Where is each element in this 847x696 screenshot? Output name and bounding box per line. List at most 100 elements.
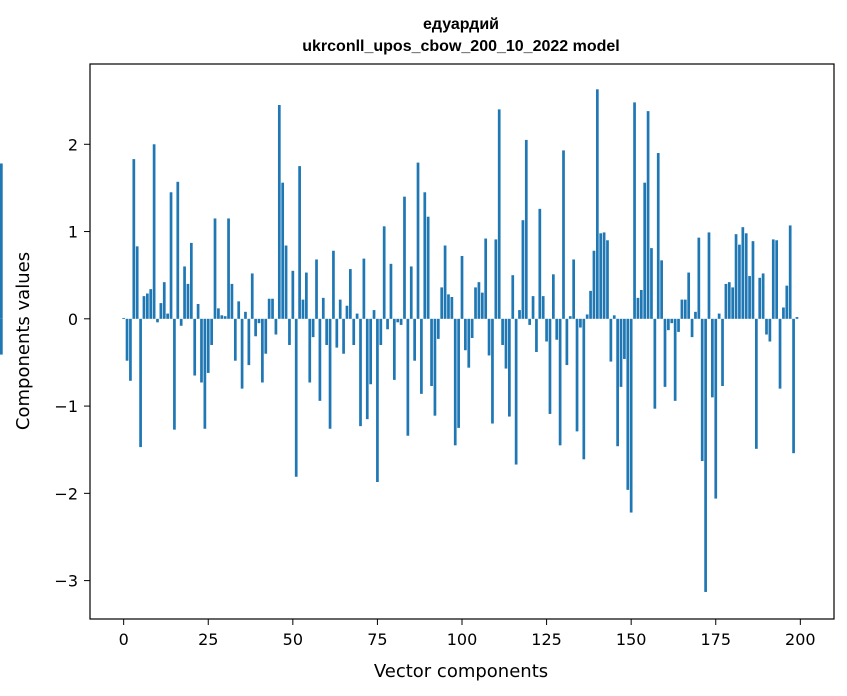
bar-182 (738, 244, 741, 319)
bar-87 (416, 162, 420, 319)
x-tick-label: 25 (198, 630, 218, 649)
bar-100 (460, 255, 464, 319)
bar-102 (467, 318, 471, 368)
bar-135 (579, 318, 582, 328)
bar-43 (267, 298, 271, 319)
y-tick-label: 1 (68, 223, 78, 242)
bar-7 (145, 293, 149, 319)
bar-94 (440, 287, 444, 319)
bar-148 (623, 318, 626, 359)
y-axis-label: Components values (13, 252, 34, 430)
bar-164 (677, 318, 680, 332)
y-tick-label: −2 (54, 484, 78, 503)
bar-58 (318, 318, 322, 401)
bar-143 (606, 240, 609, 319)
bar-3 (132, 159, 136, 319)
bar-190 (765, 318, 768, 335)
bar-53 (301, 299, 305, 319)
bar-22 (196, 303, 200, 319)
bar-66 (345, 305, 349, 319)
bar-187 (755, 318, 758, 449)
bar-178 (724, 283, 728, 319)
bars-group (0, 89, 799, 592)
bar-8 (149, 289, 153, 319)
bar-86 (413, 318, 416, 361)
bar-169 (694, 311, 697, 319)
x-axis-label: Vector components (374, 661, 548, 682)
x-tick-label: 50 (283, 630, 303, 649)
bar-185 (748, 276, 751, 319)
bar-120 (528, 318, 532, 325)
bar-39 (254, 318, 257, 337)
bar-173 (707, 232, 711, 319)
bar-81 (396, 318, 400, 323)
bar-138 (589, 290, 592, 319)
x-tick-label: 0 (119, 630, 129, 649)
chart-title: едуардий (423, 16, 499, 33)
bar-83 (403, 196, 406, 319)
bar-171 (700, 318, 704, 462)
bar-24 (203, 318, 207, 429)
bar-undefined (0, 318, 3, 355)
bar-71 (362, 258, 366, 319)
bar-14 (169, 192, 173, 319)
bar-136 (582, 318, 586, 460)
x-tick-label: 175 (700, 630, 731, 649)
bar-35 (240, 318, 244, 389)
bar-168 (690, 318, 694, 338)
bar-154 (643, 182, 647, 319)
bar-99 (457, 318, 460, 428)
bar-130 (562, 150, 565, 319)
bar-198 (792, 318, 795, 454)
bar-117 (518, 310, 521, 319)
bar-179 (727, 282, 731, 319)
y-tick-label: 2 (68, 135, 78, 154)
bar-166 (683, 299, 687, 319)
bar-165 (680, 299, 684, 319)
bar-63 (335, 318, 339, 348)
bar-181 (734, 234, 738, 319)
bar-159 (660, 260, 663, 319)
bar-95 (443, 245, 447, 319)
bar-59 (321, 297, 325, 319)
bar-30 (223, 316, 227, 319)
bar-141 (599, 233, 603, 319)
bar-161 (667, 318, 670, 331)
bar-172 (704, 318, 707, 592)
bar-13 (166, 313, 169, 319)
bar-186 (751, 241, 755, 319)
bar-74 (372, 310, 376, 319)
y-tick-label: −3 (54, 572, 78, 591)
x-tick-label: 75 (367, 630, 387, 649)
bar-134 (575, 318, 579, 432)
bar-77 (382, 226, 386, 319)
bar-25 (206, 318, 210, 373)
bar-193 (775, 240, 779, 319)
bar-105 (477, 282, 481, 319)
bar-31 (227, 218, 230, 319)
bar-194 (778, 318, 782, 389)
bar-70 (359, 318, 362, 427)
bar-157 (653, 318, 657, 409)
bar-149 (626, 318, 630, 490)
bar-113 (504, 318, 508, 369)
bar-55 (308, 318, 312, 383)
x-tick-label: 150 (616, 630, 647, 649)
bar-68 (352, 318, 356, 345)
bar-119 (524, 139, 528, 319)
bar-0 (122, 317, 126, 319)
bar-2 (129, 318, 132, 381)
bar-21 (193, 318, 197, 376)
bar-162 (670, 318, 674, 324)
bar-129 (558, 318, 562, 446)
bar-28 (217, 308, 220, 319)
bar-69 (355, 313, 359, 319)
y-axis: −3 −2 −1 0 1 2 (54, 135, 90, 591)
bar-121 (531, 296, 535, 319)
bar-15 (173, 318, 176, 430)
bar-126 (548, 318, 552, 414)
bar-101 (464, 318, 467, 351)
bar-5 (139, 318, 142, 448)
bar-160 (663, 318, 667, 387)
bar-103 (470, 318, 474, 339)
